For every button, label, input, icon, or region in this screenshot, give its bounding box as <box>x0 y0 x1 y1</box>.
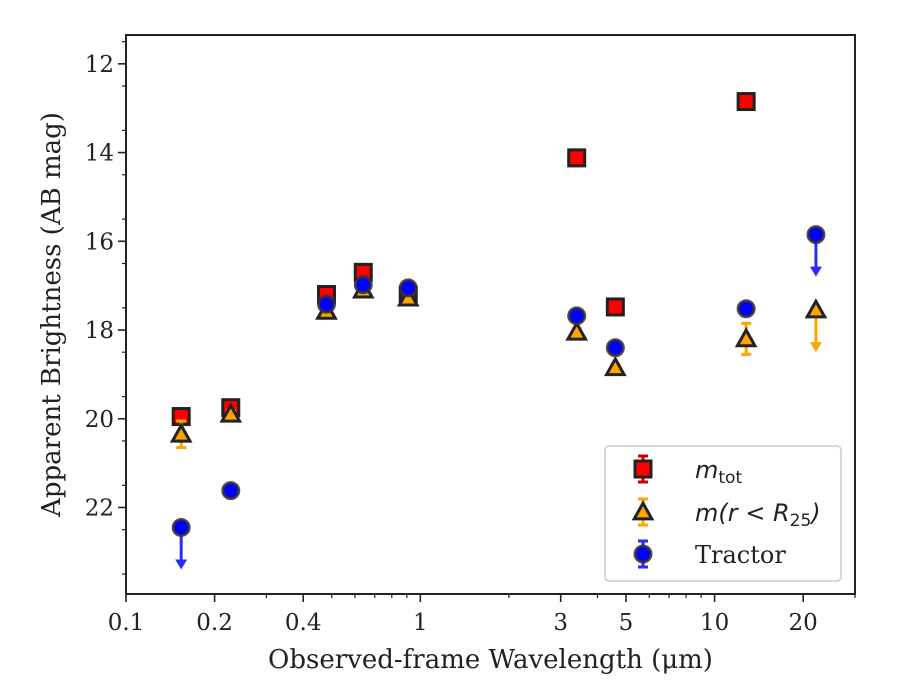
data-point <box>603 355 627 377</box>
data-point <box>605 297 625 317</box>
data-point <box>171 517 191 537</box>
data-point <box>734 327 758 348</box>
y-tick-label: 20 <box>85 407 114 433</box>
x-tick-label: 0.4 <box>285 610 322 636</box>
x-axis-title: Observed-frame Wavelength (μm) <box>268 645 713 675</box>
x-tick-label: 0.2 <box>196 610 233 636</box>
data-point <box>353 275 373 295</box>
y-axis: 12 14 16 18 20 22 <box>85 41 126 575</box>
legend-label: mtot <box>695 456 742 488</box>
data-point <box>565 320 589 341</box>
data-point <box>804 298 828 319</box>
y-tick-label: 22 <box>85 495 114 521</box>
data-point <box>736 299 756 319</box>
upper-limit-arrow-head <box>175 559 188 570</box>
y-tick-label: 16 <box>85 229 114 255</box>
y-axis-title: Apparent Brightness (AB mag) <box>37 112 67 518</box>
legend: mtot m(r < R25) Tractor <box>604 445 842 582</box>
x-tick-label: 20 <box>789 610 818 636</box>
data-point <box>398 278 418 298</box>
y-tick-label: 14 <box>85 141 114 167</box>
series-layer <box>169 92 828 570</box>
legend-label: m(r < R25) <box>695 499 821 531</box>
x-tick-label: 5 <box>619 610 634 636</box>
data-point <box>219 402 243 423</box>
data-point <box>806 225 826 245</box>
series-tractor <box>171 225 826 570</box>
x-tick-label: 10 <box>700 610 729 636</box>
data-point <box>316 294 336 314</box>
legend-marker <box>633 459 653 479</box>
x-tick-label: 0.1 <box>108 610 145 636</box>
data-point <box>605 338 625 358</box>
legend-label: Tractor <box>695 541 786 569</box>
legend-marker <box>633 544 653 564</box>
upper-limit-arrow-head <box>809 266 822 277</box>
data-point <box>567 306 587 326</box>
legend-marker <box>631 500 655 521</box>
x-axis: 0.1 0.2 0.4 1 3 5 10 20 <box>108 594 856 636</box>
x-tick-label: 1 <box>413 610 428 636</box>
legend-box <box>604 445 842 582</box>
data-point <box>567 148 587 168</box>
x-tick-label: 3 <box>553 610 568 636</box>
plot-frame <box>125 34 856 595</box>
y-tick-label: 12 <box>85 52 114 78</box>
y-tick-label: 18 <box>85 318 114 344</box>
data-point <box>221 481 241 501</box>
data-point <box>169 422 193 443</box>
series-m-tot <box>171 92 756 427</box>
upper-limit-arrow-head <box>809 342 822 353</box>
series-m-r25 <box>169 278 828 450</box>
data-point <box>736 92 756 112</box>
